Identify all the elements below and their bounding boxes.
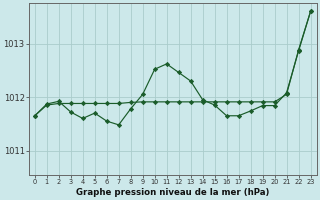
X-axis label: Graphe pression niveau de la mer (hPa): Graphe pression niveau de la mer (hPa) [76, 188, 269, 197]
